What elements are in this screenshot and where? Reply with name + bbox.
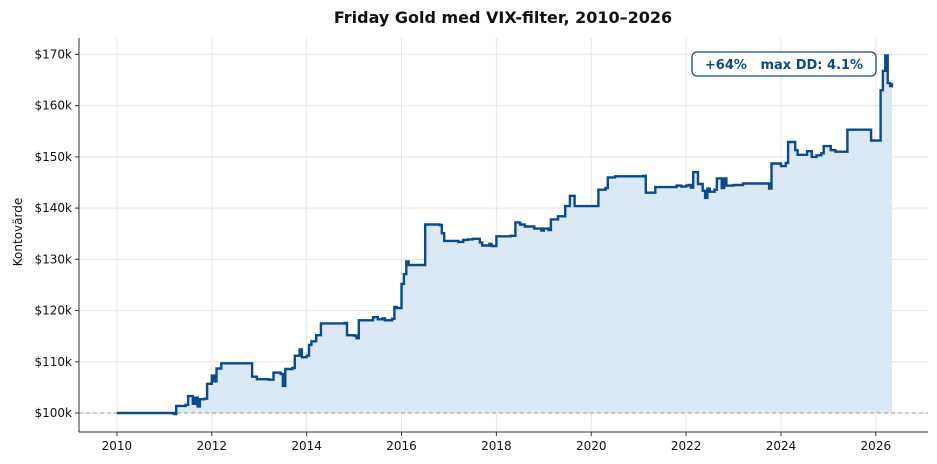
x-tick-label: 2016: [386, 439, 417, 453]
return-annotation: +64% max DD: 4.1%: [691, 51, 877, 77]
y-tick-label: $120k: [35, 304, 73, 318]
x-tick-label: 2024: [766, 439, 797, 453]
x-tick-label: 2012: [197, 439, 228, 453]
annotation-text: +64% max DD: 4.1%: [705, 58, 863, 73]
y-axis-ticks: $100k $110k $120k $130k $140k $150k $160k $170k: [35, 47, 79, 420]
y-tick-label: $150k: [35, 150, 73, 164]
y-tick-label: $160k: [35, 99, 73, 113]
x-axis-ticks: 2010 2012 2014 2016 2018 2020 2022 2024 2026: [102, 432, 891, 453]
annotation-box: [691, 51, 877, 77]
x-tick-label: 2026: [861, 439, 892, 453]
axes: [78, 38, 928, 433]
y-tick-label: $100k: [35, 406, 73, 420]
x-tick-label: 2018: [481, 439, 512, 453]
y-tick-label: $110k: [35, 355, 73, 369]
x-tick-label: 2022: [671, 439, 702, 453]
x-tick-label: 2014: [291, 439, 322, 453]
y-tick-label: $130k: [35, 252, 73, 266]
equity-area-fill: [116, 55, 892, 415]
y-tick-label: $140k: [35, 201, 73, 215]
y-tick-label: $170k: [35, 47, 73, 61]
chart-title: Friday Gold med VIX-filter, 2010–2026: [334, 8, 672, 27]
y-axis-label: Kontovärde: [11, 198, 25, 266]
x-tick-label: 2020: [576, 439, 607, 453]
x-tick-label: 2010: [102, 439, 133, 453]
equity-line: [116, 54, 894, 416]
